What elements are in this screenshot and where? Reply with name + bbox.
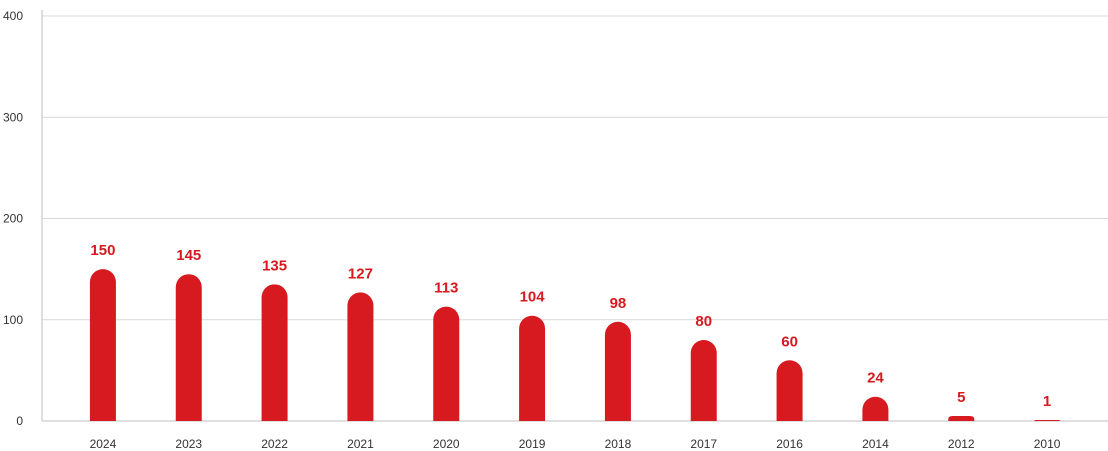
x-tick-label: 2021 bbox=[347, 437, 374, 451]
bar-2012 bbox=[948, 415, 975, 421]
bar-2014 bbox=[862, 396, 889, 421]
bar-value-label: 24 bbox=[867, 370, 884, 387]
bar-2017 bbox=[690, 340, 717, 421]
x-tick-label: 2020 bbox=[433, 437, 460, 451]
bar-2024 bbox=[89, 269, 116, 421]
x-tick-label: 2012 bbox=[948, 437, 975, 451]
bar-value-label: 104 bbox=[520, 289, 546, 306]
x-tick-label: 2019 bbox=[519, 437, 546, 451]
y-tick-label: 400 bbox=[3, 9, 23, 23]
bar-2018 bbox=[604, 321, 631, 421]
bar-value-label: 80 bbox=[695, 313, 712, 330]
x-tick-label: 2018 bbox=[605, 437, 632, 451]
x-tick-label: 2022 bbox=[261, 437, 288, 451]
x-tick-label: 2010 bbox=[1034, 437, 1061, 451]
axis-layer: 0 100 200 300 400 bbox=[3, 9, 1108, 428]
x-tick-label: 2016 bbox=[776, 437, 803, 451]
bar-value-label: 98 bbox=[610, 295, 627, 312]
y-tick-label: 0 bbox=[16, 414, 23, 428]
bar-value-label: 150 bbox=[90, 242, 115, 259]
x-tick-label: 2017 bbox=[690, 437, 717, 451]
bar-value-label: 135 bbox=[262, 257, 287, 274]
bar-2016 bbox=[776, 360, 803, 421]
y-tick-label: 100 bbox=[3, 313, 23, 327]
bar-2019 bbox=[519, 315, 546, 421]
bar-value-label: 127 bbox=[348, 265, 373, 282]
y-tick-label: 200 bbox=[3, 212, 23, 226]
x-tick-label: 2024 bbox=[90, 437, 117, 451]
grid-layer bbox=[42, 15, 1108, 321]
bar-value-label: 145 bbox=[176, 247, 201, 264]
bar-value-label: 1 bbox=[1043, 393, 1051, 410]
bar-2021 bbox=[347, 292, 374, 421]
bar-value-label: 60 bbox=[781, 333, 798, 350]
x-tick-label: 2023 bbox=[175, 437, 202, 451]
labels-layer: 150 2024 145 2023 135 2022 127 2021 113 2020 104 20… bbox=[90, 242, 1061, 451]
bar-2022 bbox=[261, 284, 288, 421]
y-tick-label: 300 bbox=[3, 110, 23, 124]
x-tick-label: 2014 bbox=[862, 437, 889, 451]
bar-2010 bbox=[1034, 419, 1061, 421]
bar-value-label: 5 bbox=[957, 389, 965, 406]
bars-layer bbox=[89, 269, 1061, 421]
bar-2020 bbox=[433, 306, 460, 421]
bar-value-label: 113 bbox=[434, 280, 458, 297]
bar-2023 bbox=[175, 274, 202, 421]
